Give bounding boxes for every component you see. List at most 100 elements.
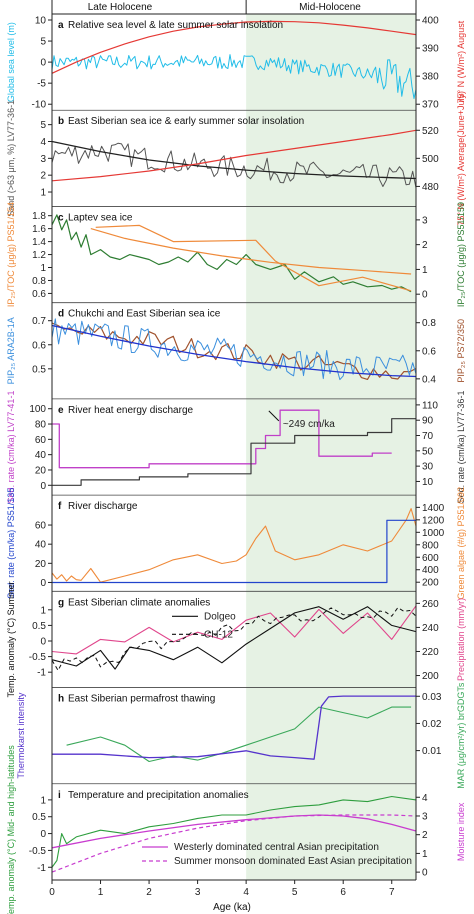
y-axis-label-right: Precipitation (mm/yr)	[456, 598, 466, 681]
y-tick-label-right: 90	[422, 416, 434, 427]
series-line-g-1	[51, 606, 417, 670]
panel-letter: g	[58, 597, 64, 608]
y-tick-label-left: 1	[40, 795, 46, 806]
y-tick-label-right: 520	[422, 126, 439, 137]
y-axis-label-right: Moisture index	[456, 802, 466, 861]
y-tick-label-right: 0	[422, 868, 428, 879]
period-label-late-holocene: Late Holocene	[88, 2, 153, 13]
series-line-c-2	[90, 228, 412, 275]
series-line-i-2	[51, 814, 417, 873]
y-tick-label-left: 1.8	[32, 211, 46, 222]
y-tick-label-right: 50	[422, 446, 434, 457]
y-tick-label-right: 0.02	[422, 719, 442, 730]
panel-letter: d	[58, 309, 64, 320]
series-line-e-1	[52, 418, 416, 486]
series-line-f-1	[52, 519, 416, 584]
y-tick-label-right: 2	[422, 240, 428, 251]
y-tick-label-right: 480	[422, 182, 439, 193]
series-line-i-0	[51, 795, 417, 868]
series-line-b-2	[51, 129, 417, 182]
x-tick-label: 2	[146, 887, 152, 898]
y-tick-label-right: 500	[422, 154, 439, 165]
series-line-d-1	[51, 318, 417, 381]
y-tick-label-left: 0.5	[32, 364, 46, 375]
y-tick-label-right: 1	[422, 849, 428, 860]
y-axis-label-left: Temp. anomaly (°C) Summer	[6, 581, 16, 697]
y-tick-label-right: 30	[422, 462, 434, 473]
series-line-c-1	[95, 224, 412, 292]
shade-rect	[246, 14, 416, 880]
y-tick-label-right: 0.6	[422, 346, 436, 357]
y-tick-label-right: 3	[422, 215, 428, 226]
y-tick-label-right: 1400	[422, 503, 445, 514]
y-tick-label-right: 0	[422, 290, 428, 301]
y-tick-label-left: -1	[37, 668, 46, 679]
series-line-d-2	[51, 324, 417, 378]
y-tick-label-left: 5	[40, 37, 46, 48]
y-tick-label-left: 3	[40, 154, 46, 165]
y-axis-label-left: Temp. anomaly (°C) Mid- and high-latitud…	[6, 745, 16, 914]
y-tick-label-right: 0.01	[422, 746, 442, 757]
series-line-h-1	[52, 695, 416, 760]
legend-label: CH-12	[204, 629, 233, 640]
panel-title: Temperature and precipitation anomalies	[68, 790, 249, 801]
y-tick-label-right: 1200	[422, 515, 445, 526]
series-line-e-0	[52, 409, 392, 469]
y-tick-label-left: 20	[35, 559, 47, 570]
y-tick-label-left: -1	[37, 863, 46, 874]
y-tick-label-left: -10	[32, 100, 47, 111]
panel-title: Relative sea level & late summer solar i…	[68, 20, 283, 31]
y-tick-label-right: 400	[422, 565, 439, 576]
y-tick-label-right: 220	[422, 647, 439, 658]
y-tick-label-left: 1.6	[32, 224, 46, 235]
y-tick-label-left: 1	[40, 188, 46, 199]
series-line-h-0	[66, 706, 412, 763]
mid-holocene-shading	[246, 14, 416, 880]
y-tick-label-right: 0.8	[422, 318, 436, 329]
y-tick-label-left: 0.6	[32, 340, 46, 351]
y-tick-label-left: 0.5	[32, 621, 46, 632]
y-tick-label-right: 400	[422, 16, 439, 27]
x-tick-label: 4	[243, 887, 249, 898]
y-tick-label-right: 10	[422, 477, 434, 488]
y-axis-label-left: Global sea level (m)	[6, 22, 16, 102]
y-tick-label-right: 200	[422, 578, 439, 589]
y-tick-label-right: 2	[422, 830, 428, 841]
legend-label: Westerly dominated central Asian precipi…	[174, 842, 379, 853]
y-tick-label-left: -5	[37, 79, 46, 90]
panel-letter: c	[58, 212, 64, 223]
panel-title: East Siberian climate anomalies	[68, 597, 210, 608]
y-tick-label-left: 0	[40, 829, 46, 840]
y-axis-label-left: IP₂₅/TOC (μg/g) PS51/154	[6, 202, 16, 307]
x-tick-label: 3	[195, 887, 201, 898]
x-tick-label: 1	[98, 887, 104, 898]
y-axis-label-right: Green algae (#/g) PS51/092	[456, 487, 466, 600]
series-line-f-0	[51, 508, 417, 583]
y-axis-label-right: MAR (μg/cm²/yr) brGDGTs	[456, 682, 466, 789]
y-tick-label-left: 60	[35, 435, 47, 446]
y-tick-label-left: 10	[35, 16, 47, 27]
y-tick-label-left: 1.2	[32, 250, 46, 261]
panel-letter: i	[58, 790, 61, 801]
series-line-g-0	[51, 605, 417, 655]
series-line-b-0	[51, 142, 417, 188]
y-tick-label-left: 1	[40, 605, 46, 616]
y-axis-label-right: IP₂₅/TOC (μg/g) PS51/159	[456, 202, 466, 307]
series-line-d-0	[51, 322, 417, 380]
y-axis-label-left: Sed. rate (cm/ka) PS51/135	[6, 488, 16, 599]
annotation-arrow	[268, 410, 280, 422]
y-tick-label-left: 100	[29, 404, 46, 415]
panel-letter: e	[58, 405, 64, 416]
y-tick-label-right: 800	[422, 540, 439, 551]
y-tick-label-right: 1	[422, 265, 428, 276]
y-tick-label-left: 80	[35, 420, 47, 431]
series-line-i-1	[51, 814, 417, 849]
y-tick-label-right: 0.03	[422, 692, 442, 703]
series-line-b-1	[51, 140, 417, 180]
x-tick-label: 0	[49, 887, 55, 898]
y-tick-label-right: 70	[422, 431, 434, 442]
panel-title: Laptev sea ice	[68, 212, 133, 223]
y-tick-label-right: 240	[422, 623, 439, 634]
y-tick-label-right: 200	[422, 671, 439, 682]
